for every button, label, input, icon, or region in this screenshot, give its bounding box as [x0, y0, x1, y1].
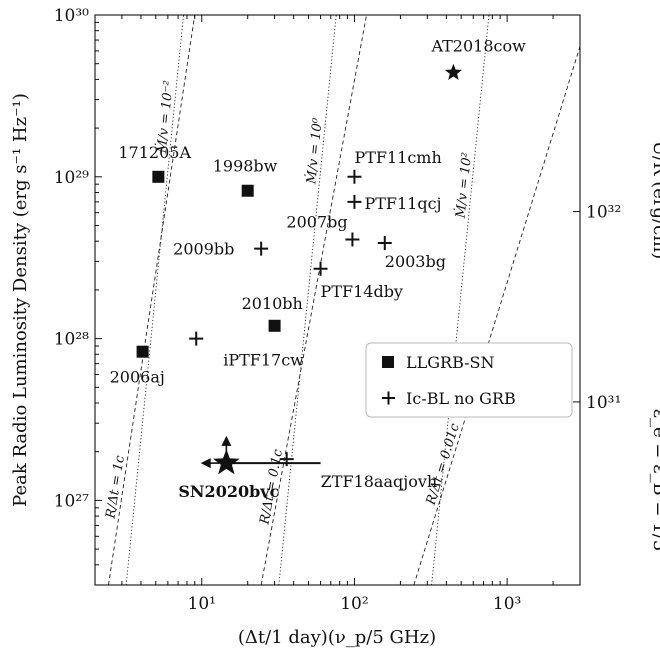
- legend: LLGRB-SN Ic-BL no GRB: [365, 342, 573, 418]
- x-tick-label: 10²: [340, 594, 368, 614]
- right-annotation: ε_e = ε_B = 1/3: [649, 409, 660, 552]
- sn2020bvc-left-arrow-head: [200, 458, 211, 469]
- marker-171205a: [152, 170, 165, 183]
- velocity-line-1: [260, 15, 367, 585]
- massloss-line-1-label: Ṁ/v = 10⁰: [302, 117, 326, 186]
- marker-2010bh: [268, 319, 281, 332]
- marker-2006aj: [136, 345, 149, 358]
- legend-box: [365, 342, 573, 418]
- marker-2003bg: [377, 235, 392, 250]
- y-tick-label: 10²⁹: [54, 168, 89, 188]
- label-2003bg: 2003bg: [385, 252, 446, 271]
- x-tick-label: 10¹: [188, 594, 216, 614]
- legend-plus-marker: [382, 391, 395, 405]
- label-2007bg: 2007bg: [286, 212, 347, 231]
- right-axis-label: U/R (erg/cm): [649, 141, 660, 260]
- velocity-line-2-label: R/Δt = 0.01c: [423, 421, 463, 507]
- guide-lines: [108, 15, 580, 585]
- label-1998bw: 1998bw: [213, 157, 278, 176]
- tick-labels: 10¹ 10² 10³ 10²⁷ 10²⁸ 10²⁹ 10³⁰ 10³¹ 10³²: [54, 6, 622, 614]
- velocity-line-0-label: R/Δt = 1c: [103, 454, 128, 521]
- marker-at2018cow: [444, 63, 462, 80]
- right-tick-label: 10³¹: [586, 393, 621, 413]
- x-axis-label: (Δt/1 day)(ν_p/5 GHz): [238, 627, 436, 648]
- label-ptf11qcj: PTF11qcj: [364, 194, 441, 213]
- axis-ticks: [94, 14, 581, 586]
- marker-ptf14dby: [313, 261, 328, 276]
- legend-label-icbl: Ic-BL no GRB: [406, 389, 516, 408]
- massloss-line-2-label: Ṁ/v = 10²: [451, 151, 475, 219]
- label-ptf14dby: PTF14dby: [321, 282, 403, 301]
- velocity-line-2: [413, 46, 580, 585]
- velocity-line-0: [108, 15, 196, 585]
- point-labels: 171205A 1998bw 2010bh 2006aj PTF11cmh PTF11qc…: [110, 37, 527, 501]
- label-2010bh: 2010bh: [242, 294, 303, 313]
- right-tick-label: 10³²: [586, 203, 621, 223]
- y-tick-label: 10²⁸: [54, 330, 89, 350]
- label-2006aj: 2006aj: [110, 368, 165, 387]
- marker-1998bw: [241, 184, 254, 197]
- marker-2007bg: [345, 232, 360, 247]
- y-axis-label: Peak Radio Luminosity Density (erg s⁻¹ H…: [10, 93, 31, 507]
- massloss-line-1: [278, 15, 337, 585]
- legend-square-marker: [382, 356, 394, 368]
- marker-2009bb: [254, 241, 269, 256]
- y-tick-label: 10²⁷: [54, 491, 89, 511]
- marker-sn2020bvc: [213, 449, 240, 475]
- legend-label-llgrb: LLGRB-SN: [406, 353, 495, 372]
- label-ptf11cmh: PTF11cmh: [354, 148, 441, 167]
- marker-ptf11cmh: [347, 169, 362, 184]
- label-2009bb: 2009bb: [173, 240, 234, 259]
- label-ztf18aaqjovh: ZTF18aaqjovh: [321, 472, 438, 491]
- label-171205a: 171205A: [118, 143, 191, 162]
- x-tick-label: 10³: [493, 594, 521, 614]
- marker-ptf11qcj: [347, 194, 362, 209]
- label-sn2020bvc: SN2020bvc: [178, 482, 279, 501]
- label-at2018cow: AT2018cow: [430, 37, 526, 56]
- marker-iptf17cw: [189, 331, 204, 346]
- marker-ztf18aaqjovh: [279, 452, 294, 467]
- sn2020bvc-upper-arrow-head: [221, 435, 232, 446]
- y-tick-label: 10³⁰: [54, 6, 89, 26]
- massloss-line-0: [125, 15, 184, 585]
- label-iptf17cw: iPTF17cw: [223, 351, 304, 370]
- data-marks: [136, 63, 462, 475]
- massloss-line-2: [431, 15, 490, 585]
- plot-frame: [94, 14, 581, 586]
